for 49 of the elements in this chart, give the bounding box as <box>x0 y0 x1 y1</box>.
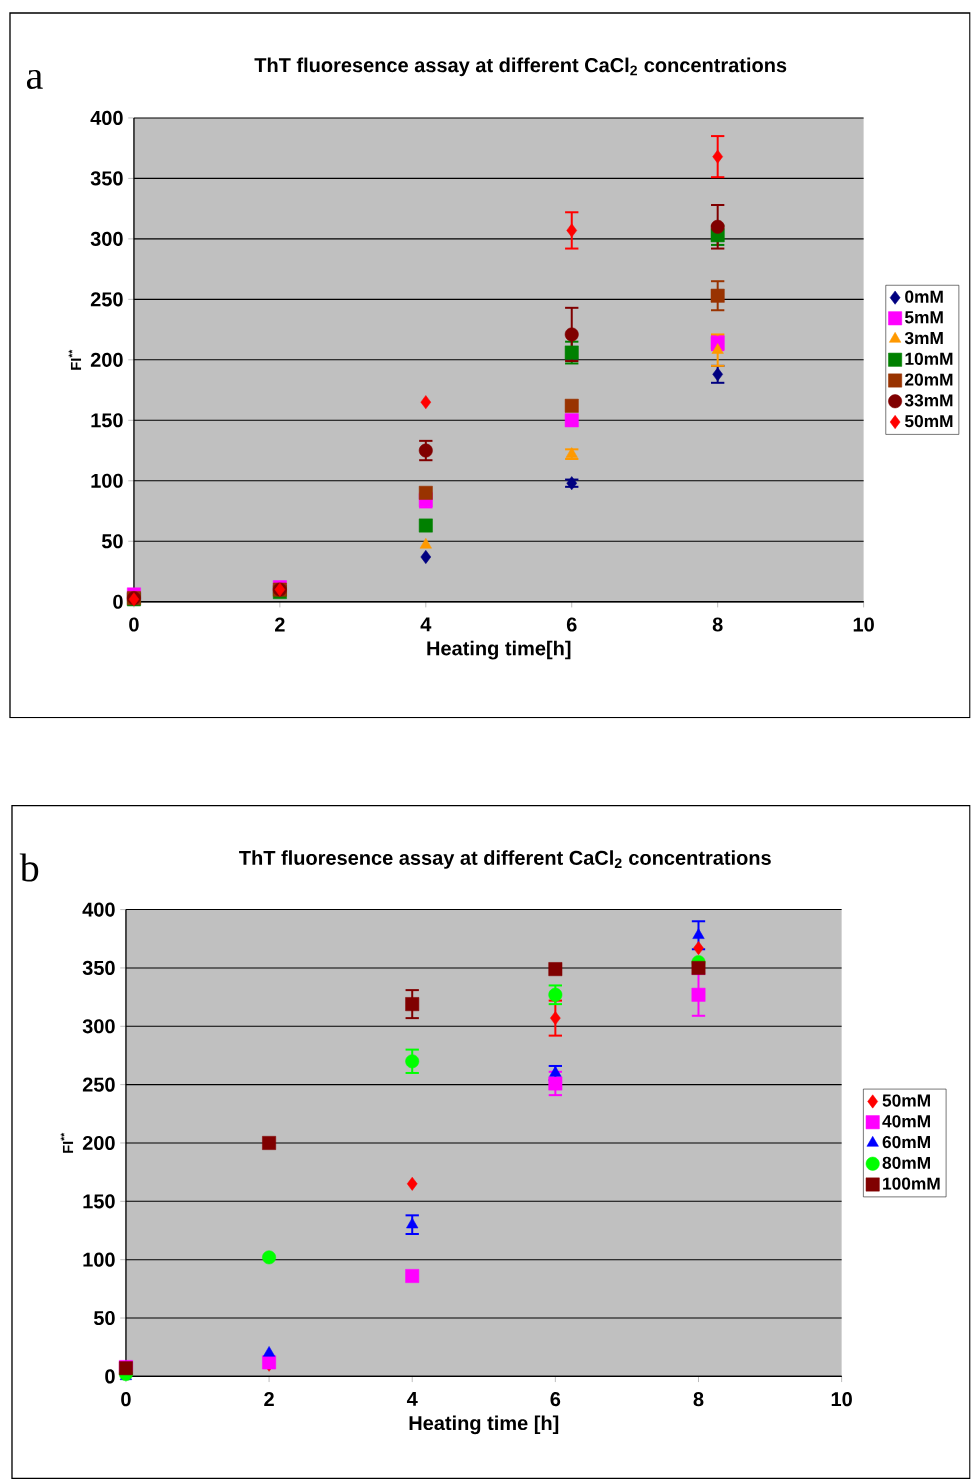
y-tick-label: 0 <box>113 594 123 609</box>
x-tick-label: 8 <box>712 617 723 632</box>
chart-title: ThT fluoresence assay at different CaCl$_{2}$ concentrations <box>254 57 787 77</box>
legend-label: 5mM <box>905 311 943 324</box>
text: b <box>19 853 39 882</box>
y-tick-label: 300 <box>82 1019 115 1034</box>
x-axis-title: Heating time[h] <box>427 640 571 660</box>
y-axis-title: FI$^{**}$ <box>68 349 82 370</box>
y-tick-label: 50 <box>94 1310 115 1326</box>
legend-label: 50mM <box>882 1094 931 1107</box>
y-tick-label: 250 <box>91 292 123 307</box>
legend-label: 3mM <box>905 331 943 345</box>
y-tick-label: 400 <box>90 110 123 126</box>
y-tick-label: 200 <box>91 352 123 367</box>
y-tick-label: 250 <box>83 1077 115 1092</box>
x-tick-label: 10 <box>853 617 875 632</box>
x-axis-title: Heating time [h] <box>409 1415 559 1435</box>
legend-label: 20mM <box>905 373 953 386</box>
x-tick-label: 2 <box>275 617 285 632</box>
x-tick-label: 4 <box>407 1392 418 1406</box>
legend-label: 40mM <box>882 1115 931 1128</box>
x-tick-label: 0 <box>129 617 139 632</box>
y-tick-label: 100 <box>91 473 123 488</box>
chart-title: ThT fluoresence assay at different CaCl$_{2}$ concentrations <box>239 850 772 869</box>
y-tick-label: 50 <box>102 534 123 549</box>
legend-label: 60mM <box>882 1135 931 1149</box>
x-tick-label: 8 <box>693 1392 704 1407</box>
x-tick-label: 6 <box>567 617 577 632</box>
y-tick-label: 200 <box>83 1135 115 1151</box>
legend-label: 33mM <box>905 394 953 407</box>
x-tick-label: 6 <box>550 1392 561 1407</box>
x-tick-label: 2 <box>264 1392 275 1407</box>
legend-label: 50mM <box>905 414 953 428</box>
x-tick-label: 4 <box>420 617 432 632</box>
y-tick-label: 0 <box>105 1369 115 1384</box>
legend-label: 10mM <box>905 352 953 365</box>
y-tick-label: 150 <box>83 1194 115 1209</box>
y-tick-label: 350 <box>90 171 123 186</box>
legend-label: 100mM <box>883 1177 940 1190</box>
legend-label: 80mM <box>882 1156 931 1169</box>
y-axis-title: FI$^{**}$ <box>60 1132 74 1153</box>
y-tick-label: 400 <box>82 902 115 917</box>
text: a <box>27 69 43 90</box>
y-tick-label: 350 <box>82 960 115 976</box>
x-tick-label: 10 <box>831 1392 853 1407</box>
y-tick-label: 150 <box>91 413 123 428</box>
y-tick-label: 100 <box>83 1252 115 1267</box>
y-tick-label: 300 <box>90 231 123 246</box>
legend-label: 0mM <box>905 290 943 303</box>
